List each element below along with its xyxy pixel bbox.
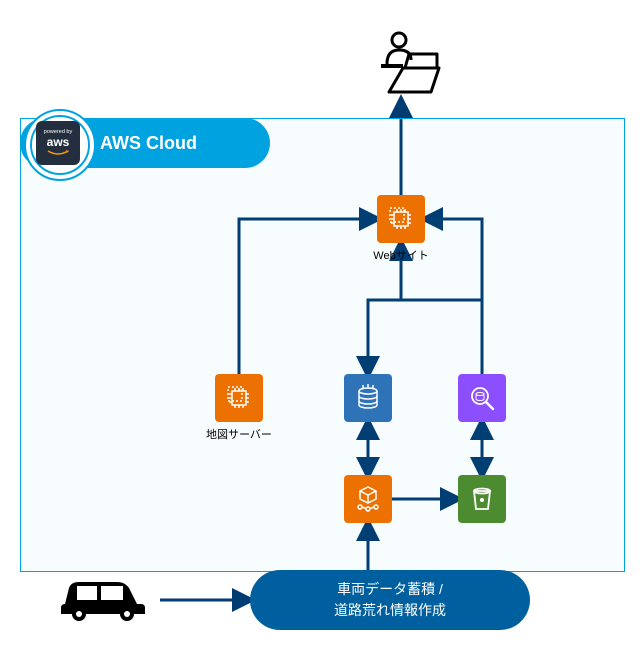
search-icon xyxy=(466,382,498,414)
aws-badge: powered by aws xyxy=(36,121,80,165)
ec2-map-label: 地図サーバー xyxy=(200,426,278,442)
container-icon xyxy=(352,483,384,515)
ec2-icon xyxy=(223,382,255,414)
bucket-node xyxy=(458,475,506,523)
database-node xyxy=(344,374,392,422)
database-icon xyxy=(352,382,384,414)
data-bus: 車両データ蓄積 / 道路荒れ情報作成 xyxy=(250,570,530,630)
aws-badge-main: aws xyxy=(47,135,70,149)
aws-smile-icon xyxy=(46,149,70,157)
container-node xyxy=(344,475,392,523)
bus-line1: 車両データ蓄積 / xyxy=(337,579,443,600)
bucket-icon xyxy=(466,483,498,515)
ec2-icon xyxy=(385,203,417,235)
aws-cloud-title: AWS Cloud xyxy=(100,133,197,154)
diagram-canvas: AWS Cloud powered by aws xyxy=(0,0,641,647)
ec2-web-node xyxy=(377,195,425,243)
aws-cloud-box xyxy=(20,118,625,572)
bus-line2: 道路荒れ情報作成 xyxy=(334,600,446,621)
car-icon xyxy=(55,572,151,622)
user-icon xyxy=(365,30,445,96)
search-node xyxy=(458,374,506,422)
ec2-map-node xyxy=(215,374,263,422)
ec2-web-label: Webサイト xyxy=(362,247,440,263)
